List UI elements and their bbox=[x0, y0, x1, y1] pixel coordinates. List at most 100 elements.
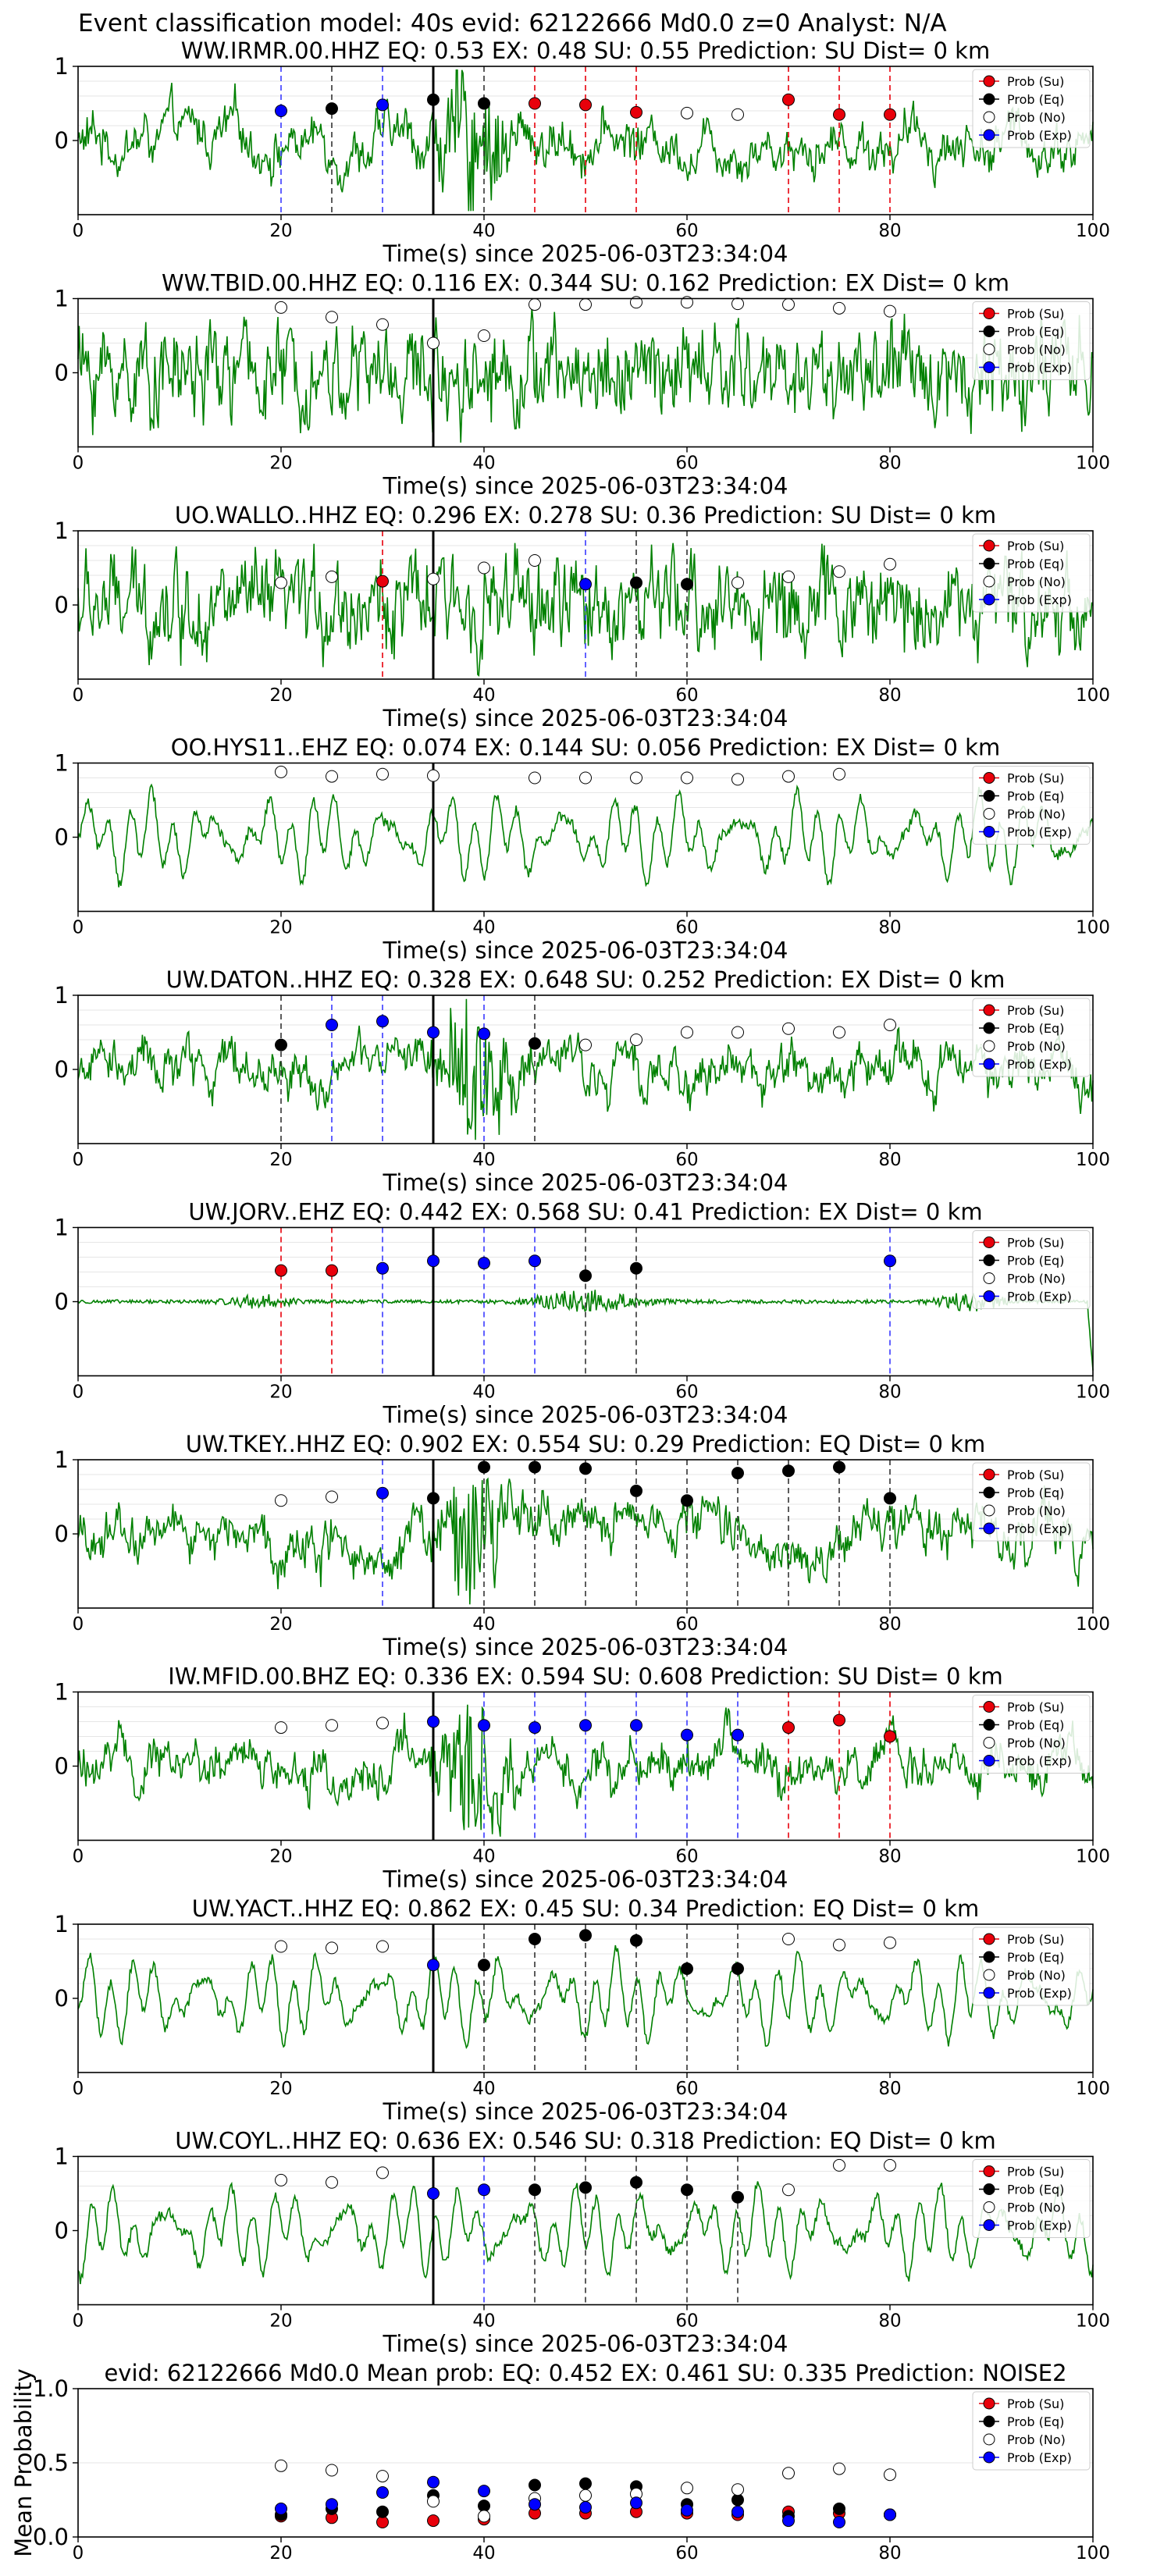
prob-point-eq bbox=[478, 1461, 490, 1474]
legend-marker-su bbox=[983, 2397, 995, 2410]
legend-box bbox=[972, 1695, 1091, 1774]
legend-box bbox=[972, 533, 1091, 613]
subplot-title: UW.TKEY..HHZ EQ: 0.902 EX: 0.554 SU: 0.2… bbox=[186, 1431, 986, 1457]
mean-prob-point-no bbox=[275, 2459, 287, 2472]
mean-prob-point-exp bbox=[782, 2514, 795, 2528]
legend-label-eq: Prob (Eq) bbox=[1007, 1021, 1064, 1036]
x-tick-label: 60 bbox=[675, 2079, 698, 2099]
legend-label-no: Prob (No) bbox=[1007, 575, 1066, 589]
prob-point-exp bbox=[884, 1254, 896, 1268]
prob-point-no bbox=[326, 2176, 338, 2189]
x-tick-label: 20 bbox=[269, 454, 292, 474]
x-tick-label: 60 bbox=[675, 454, 698, 474]
x-axis-label: Time(s) since 2025-06-03T23:34:04 bbox=[383, 2098, 788, 2125]
prob-point-no bbox=[529, 771, 541, 785]
mean-prob-point-exp bbox=[326, 2498, 338, 2511]
prob-point-no bbox=[275, 301, 287, 314]
x-tick-label: 80 bbox=[878, 221, 901, 241]
prob-point-no bbox=[427, 336, 440, 350]
y-tick-label: 1 bbox=[55, 518, 69, 544]
subplot-title: IW.MFID.00.BHZ EQ: 0.336 EX: 0.594 SU: 0… bbox=[168, 1663, 1003, 1690]
subplot-title: evid: 62122666 Md0.0 Mean prob: EQ: 0.45… bbox=[104, 2360, 1066, 2386]
y-tick-label: 1 bbox=[55, 1446, 69, 1473]
mean-prob-point-exp bbox=[884, 2508, 896, 2521]
legend-label-no: Prob (No) bbox=[1007, 1039, 1066, 1054]
legend-label-exp: Prob (Exp) bbox=[1007, 592, 1072, 607]
prob-point-no bbox=[579, 1038, 592, 1051]
y-tick-label: 1 bbox=[55, 750, 69, 777]
prob-point-eq bbox=[884, 1492, 896, 1505]
legend-label-su: Prob (Su) bbox=[1007, 1003, 1064, 1018]
prob-point-exp bbox=[579, 1719, 592, 1732]
x-tick-label: 80 bbox=[878, 685, 901, 706]
waveform-trace bbox=[77, 1290, 1094, 1371]
legend-label-su: Prob (Su) bbox=[1007, 771, 1064, 786]
legend-marker-exp bbox=[983, 1755, 995, 1767]
y-tick-label: 1 bbox=[55, 53, 69, 80]
x-tick-label: 0 bbox=[73, 918, 84, 938]
legend-label-exp: Prob (Exp) bbox=[1007, 1290, 1072, 1304]
y-tick-label: 1.0 bbox=[33, 2375, 69, 2402]
mean-prob-point-eq bbox=[731, 2493, 744, 2507]
prob-point-no bbox=[326, 1941, 338, 1955]
prob-point-no bbox=[681, 1026, 693, 1039]
legend-marker-no bbox=[983, 808, 995, 820]
prob-point-eq bbox=[782, 1464, 795, 1478]
legend-marker-su bbox=[983, 75, 995, 87]
prob-point-exp bbox=[478, 1027, 490, 1041]
prob-point-no bbox=[833, 301, 845, 315]
legend-box bbox=[972, 301, 1091, 380]
legend-label-eq: Prob (Eq) bbox=[1007, 92, 1064, 107]
legend-label-exp: Prob (Exp) bbox=[1007, 1521, 1072, 1536]
prob-point-no bbox=[275, 576, 287, 589]
legend-marker-no bbox=[983, 2201, 995, 2213]
mean-prob-point-su bbox=[376, 2516, 389, 2528]
x-axis-label: Time(s) since 2025-06-03T23:34:04 bbox=[383, 240, 788, 267]
prob-point-eq bbox=[427, 1492, 440, 1505]
prob-point-su bbox=[833, 108, 845, 121]
prob-point-no bbox=[326, 311, 338, 324]
x-tick-label: 20 bbox=[269, 2079, 292, 2099]
legend-label-su: Prob (Su) bbox=[1007, 1468, 1064, 1482]
subplot-title: UW.JORV..EHZ EQ: 0.442 EX: 0.568 SU: 0.4… bbox=[188, 1199, 982, 1226]
x-tick-label: 0 bbox=[73, 221, 84, 241]
mean-prob-point-exp bbox=[731, 2505, 744, 2518]
legend-marker-su bbox=[983, 1468, 995, 1481]
prob-point-su bbox=[884, 1730, 896, 1743]
legend-label-exp: Prob (Exp) bbox=[1007, 2218, 1072, 2233]
prob-point-eq bbox=[731, 2190, 744, 2204]
x-tick-label: 20 bbox=[269, 1150, 292, 1170]
prob-point-eq bbox=[681, 578, 693, 591]
prob-point-su bbox=[782, 93, 795, 106]
x-tick-label: 0 bbox=[73, 1847, 84, 1867]
legend-label-su: Prob (Su) bbox=[1007, 2396, 1064, 2411]
legend: Prob (Su) Prob (Eq) Prob (No) Prob (Exp) bbox=[972, 998, 1091, 1077]
prob-point-su bbox=[884, 108, 896, 121]
prob-point-no bbox=[427, 572, 440, 585]
legend-marker-no bbox=[983, 1272, 995, 1284]
legend: Prob (Su) Prob (Eq) Prob (No) Prob (Exp) bbox=[972, 2159, 1091, 2238]
prob-point-su bbox=[275, 1264, 287, 1277]
legend-marker-eq bbox=[983, 790, 995, 802]
prob-point-no bbox=[782, 298, 795, 311]
mean-prob-point-no bbox=[884, 2468, 896, 2482]
legend-marker-no bbox=[983, 1040, 995, 1052]
mean-prob-point-eq bbox=[529, 2478, 541, 2492]
y-tick-label: 1 bbox=[55, 286, 69, 312]
prob-point-no bbox=[630, 771, 642, 785]
x-tick-label: 80 bbox=[878, 1847, 901, 1867]
prob-point-no bbox=[478, 329, 490, 342]
x-tick-label: 80 bbox=[878, 1150, 901, 1170]
legend-marker-exp bbox=[983, 2451, 995, 2464]
legend-label-su: Prob (Su) bbox=[1007, 74, 1064, 89]
legend-label-no: Prob (No) bbox=[1007, 343, 1066, 358]
prob-point-eq bbox=[630, 576, 642, 589]
legend-box bbox=[972, 766, 1091, 845]
legend-label-exp: Prob (Exp) bbox=[1007, 1754, 1072, 1769]
prob-point-exp bbox=[731, 1728, 744, 1742]
x-tick-label: 0 bbox=[73, 2543, 84, 2564]
legend-marker-eq bbox=[983, 557, 995, 570]
